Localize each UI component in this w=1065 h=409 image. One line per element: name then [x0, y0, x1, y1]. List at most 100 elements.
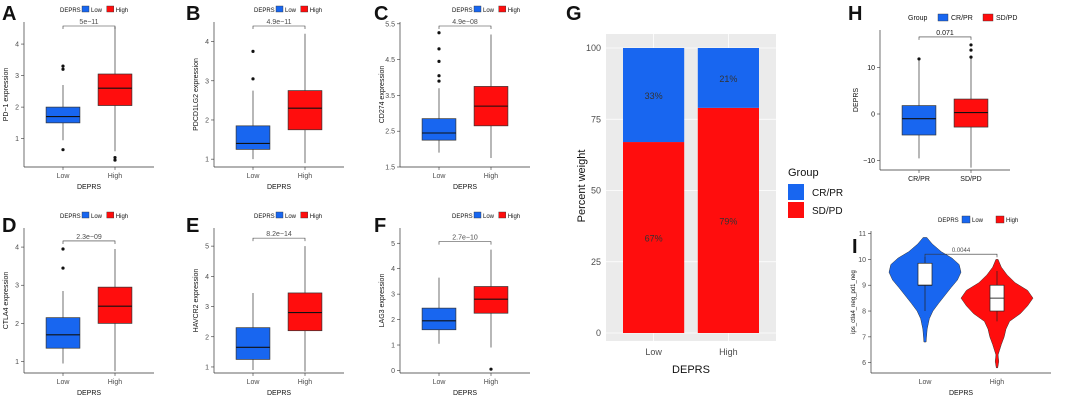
outlier-point: [113, 155, 117, 160]
legend: Group CR/PR SD/PD: [908, 13, 1017, 22]
x-axis-label: DEPRS: [672, 364, 710, 376]
y-tick-label: 3: [205, 304, 209, 311]
y-tick-label: 2: [15, 105, 19, 112]
y-tick-label: 2: [391, 317, 395, 324]
significance-bracket: [62, 240, 116, 244]
box-high: [97, 248, 133, 372]
outlier-point: [61, 266, 65, 270]
violin-panel-i: I DEPRS Low High 6 7 8 9 10 11 Low High 0.0044 DEPRS i…: [851, 215, 1051, 397]
outlier-point: [61, 247, 65, 251]
boxplot-panel-b: B DEPRS Low High 1 2 3 4 Low High DEPRS PDCD1LG2 ex…: [186, 3, 344, 191]
bar-sdpd-low: [623, 142, 685, 333]
box-high: [953, 43, 989, 168]
y-tick-label: 2: [205, 117, 209, 124]
y-tick-label: 10: [858, 257, 866, 264]
box-low: [235, 49, 271, 160]
legend-swatch-high: [982, 13, 994, 22]
legend-label-high: High: [508, 214, 520, 220]
x-axis-label: DEPRS: [267, 390, 291, 397]
legend-label-high: SD/PD: [996, 15, 1017, 22]
legend: DEPRS Low High: [452, 5, 520, 14]
y-axis-label: CTLA4 expression: [3, 272, 10, 330]
p-value-label: 4.9e−08: [452, 19, 478, 26]
x-axis-label: DEPRS: [267, 184, 291, 191]
box-body: [917, 262, 933, 286]
y-tick-label: 1.5: [385, 165, 395, 172]
x-tick-label: High: [108, 379, 123, 386]
box-high: [287, 33, 323, 164]
legend-label-low: Low: [91, 8, 103, 14]
outlier-point: [61, 148, 65, 152]
legend-label-low: Low: [483, 214, 495, 220]
p-value-label: 4.9e−11: [267, 19, 292, 26]
legend-swatch-high: [498, 211, 506, 219]
bar-label-sdpd: 79%: [719, 216, 737, 226]
box-high: [97, 26, 133, 162]
x-axis-label: DEPRS: [77, 184, 101, 191]
x-tick-label: High: [719, 347, 738, 357]
x-tick-label: High: [990, 379, 1005, 386]
y-tick-label: 0: [596, 328, 601, 338]
bar-crpr-high: [697, 48, 759, 108]
y-tick-label: 11: [859, 231, 866, 238]
panel-letter: E: [186, 215, 199, 237]
legend-label-sdpd: SD/PD: [812, 206, 843, 217]
outlier-point: [61, 64, 65, 68]
panel-letter: B: [186, 3, 200, 25]
y-tick-label: 3: [15, 73, 19, 80]
box-high: [287, 246, 323, 372]
box-body: [45, 106, 81, 124]
violin-low: [888, 237, 962, 343]
y-tick-label: 5: [205, 244, 209, 251]
significance-bracket: [252, 25, 306, 29]
outlier-point: [917, 57, 921, 61]
bar-crpr-low: [623, 48, 685, 143]
panel-letter: C: [374, 3, 388, 25]
legend-swatch-high: [300, 5, 308, 13]
x-tick-label: SD/PD: [960, 176, 981, 183]
legend-label-low: Low: [285, 214, 297, 220]
legend-swatch-low: [81, 211, 90, 219]
boxplot-panel-a: A DEPRS Low High 1 2 3 4 Low High DEPRS PD−1 expres…: [2, 3, 154, 191]
legend-swatch-high: [498, 5, 506, 13]
y-tick-label: 0: [391, 368, 395, 375]
y-tick-label: 75: [591, 114, 601, 124]
y-tick-label: 2: [15, 321, 19, 328]
x-tick-label: High: [298, 173, 313, 180]
boxplot-panel-f: F DEPRS Low High 0 1 2 3 4 5 Low High DEPRS LAG3 expr…: [374, 211, 530, 397]
x-tick-label: High: [298, 379, 313, 386]
x-tick-label: Low: [57, 379, 71, 386]
legend-title: DEPRS: [60, 214, 81, 220]
y-tick-label: 3: [205, 78, 209, 85]
outlier-point: [437, 47, 441, 51]
significance-bracket: [924, 253, 998, 258]
significance-bracket: [438, 25, 492, 29]
p-value-label: 2.3e−09: [76, 234, 102, 241]
legend-title: DEPRS: [60, 8, 81, 14]
box-body: [235, 327, 271, 360]
legend: DEPRS Low High: [254, 211, 322, 220]
y-axis-label: Percent weight: [576, 150, 588, 223]
legend: DEPRS Low High: [254, 5, 322, 14]
y-tick-label: 4: [15, 245, 19, 252]
legend-label-high: High: [116, 214, 128, 220]
significance-bracket: [918, 36, 972, 40]
box-low: [421, 31, 457, 153]
box-body: [287, 292, 323, 332]
stacked-bar-panel-g: G 0 25 50 75 100 67% 33% Low 79% 21% High DEPRS Perce…: [566, 3, 843, 376]
legend-swatch-crpr: [788, 184, 804, 200]
legend-label-high: High: [508, 8, 520, 14]
legend-title: DEPRS: [254, 214, 275, 220]
box-low: [45, 64, 81, 152]
y-tick-label: 9: [862, 283, 866, 290]
legend-label-low: Low: [285, 8, 297, 14]
y-tick-label: 5.5: [385, 21, 395, 28]
x-axis-label: DEPRS: [77, 390, 101, 397]
y-tick-label: 1: [15, 136, 19, 143]
x-tick-label: Low: [247, 173, 261, 180]
y-tick-label: 6: [862, 360, 866, 367]
y-tick-label: 1: [15, 359, 19, 366]
outlier-point: [969, 48, 973, 52]
legend-label-low: Low: [483, 8, 495, 14]
